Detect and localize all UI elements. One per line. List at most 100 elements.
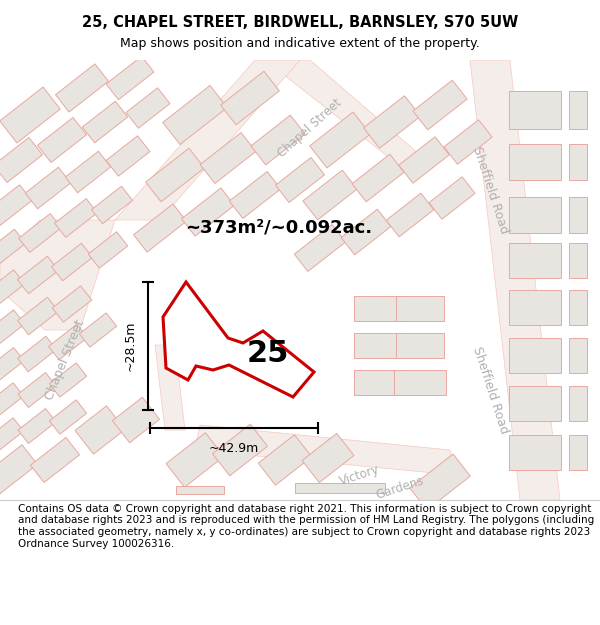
Text: 25, CHAPEL STREET, BIRDWELL, BARNSLEY, S70 5UW: 25, CHAPEL STREET, BIRDWELL, BARNSLEY, S… [82,15,518,30]
Text: Victory: Victory [338,462,382,488]
Bar [0,383,23,417]
Bar [429,177,475,219]
Bar [0,445,37,495]
Bar [509,289,561,324]
Bar [352,154,404,202]
Bar [79,313,116,347]
Bar [354,332,406,357]
Bar [106,136,150,176]
Bar [386,193,434,237]
Polygon shape [0,220,115,330]
Bar [569,434,587,469]
Polygon shape [195,425,455,475]
Bar [569,144,587,180]
Bar [163,86,227,144]
Bar [65,151,111,192]
Bar [341,209,391,255]
Bar [200,132,256,184]
Bar [25,168,71,209]
Bar [49,400,86,434]
Bar [569,386,587,421]
Bar [17,336,56,372]
Bar [0,138,43,182]
Polygon shape [163,282,314,397]
Bar [0,310,25,346]
Text: ~28.5m: ~28.5m [124,321,137,371]
Bar [106,56,154,100]
Text: Sheffield Road: Sheffield Road [470,345,510,435]
Bar [509,144,561,180]
Bar [410,454,470,510]
Bar [176,486,224,494]
Bar [182,188,235,236]
Bar [295,224,346,271]
Text: Chapel Street: Chapel Street [43,318,87,402]
Bar [52,286,92,322]
Polygon shape [115,60,300,220]
Bar [134,204,187,252]
Bar [509,197,561,233]
Bar [0,348,24,382]
Bar [55,199,97,238]
Bar [221,71,280,125]
Bar [17,256,59,294]
Bar [56,64,109,112]
Bar [146,148,205,202]
Text: Sheffield Road: Sheffield Road [470,145,510,235]
Bar [0,87,60,143]
Bar [509,242,561,278]
Bar [413,80,467,130]
Text: 25: 25 [247,339,289,367]
Bar [275,158,325,202]
Bar [569,242,587,278]
Bar [396,332,444,357]
Text: ~42.9m: ~42.9m [209,442,259,455]
Bar [18,372,56,408]
Bar [166,432,224,488]
Bar [569,91,587,129]
Bar [126,88,170,128]
Bar [229,171,281,219]
Bar [112,398,160,442]
Bar [258,435,312,485]
Bar [18,409,56,444]
Bar [37,118,86,162]
Text: Gardens: Gardens [374,474,425,502]
Bar [303,170,357,220]
Bar [569,197,587,233]
Bar [52,243,92,281]
Bar [251,115,305,165]
Bar [399,137,449,183]
Bar [444,120,492,164]
Bar [354,369,406,394]
Bar [49,363,86,397]
Bar [569,338,587,372]
Bar [364,96,421,148]
Text: Chapel Street: Chapel Street [275,96,344,160]
Bar [569,289,587,324]
Bar [91,186,133,224]
Bar [0,418,23,452]
Bar [310,112,370,168]
Bar [82,101,128,142]
Bar [295,483,385,493]
Polygon shape [470,60,560,500]
Bar [509,386,561,421]
Bar [509,434,561,469]
Bar [396,296,444,321]
Bar [509,91,561,129]
Bar [302,433,354,482]
Bar [0,229,26,267]
Bar [17,298,59,335]
Bar [0,185,32,225]
Bar [49,324,88,360]
Text: Map shows position and indicative extent of the property.: Map shows position and indicative extent… [120,38,480,50]
Bar [31,438,80,483]
Bar [509,338,561,372]
Text: Contains OS data © Crown copyright and database right 2021. This information is : Contains OS data © Crown copyright and d… [18,504,594,549]
Bar [75,406,125,454]
Bar [19,214,61,253]
Polygon shape [265,60,420,170]
Text: ~373m²/~0.092ac.: ~373m²/~0.092ac. [185,219,372,237]
Bar [0,270,25,306]
